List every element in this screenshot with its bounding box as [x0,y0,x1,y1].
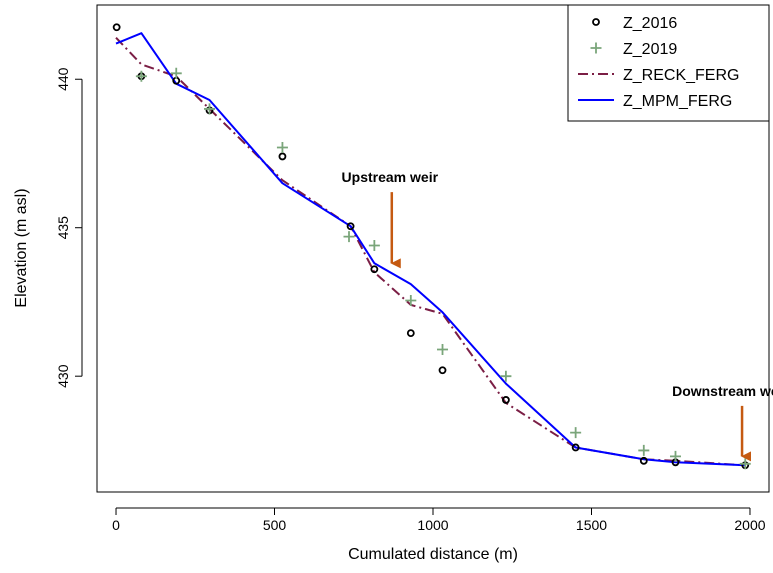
plot-frame [96,4,770,493]
legend-item: Z_2016 [592,15,677,32]
data-point [343,231,355,243]
data-series [112,23,751,470]
x-tick-label: 1500 [576,517,607,533]
y-tick-label: 435 [55,216,71,240]
data-point [135,70,147,82]
data-point [204,103,216,115]
annotations: Upstream weir Downstream weir [342,169,773,462]
data-point [500,370,512,382]
legend-label: Z_MPM_FERG [623,93,732,110]
data-point [739,458,751,470]
x-tick-label: 500 [263,517,287,533]
annotation-label: Upstream weir [342,169,439,185]
y-axis-title: Elevation (m asl) [13,188,30,307]
data-point [368,240,380,252]
data-point [370,265,379,274]
series-line [115,32,746,467]
legend-swatch [590,42,602,54]
data-point [437,343,449,355]
data-point [112,23,121,32]
legend-label: Z_2016 [623,15,677,32]
data-point [638,444,650,456]
y-tick-label: 430 [55,364,71,388]
data-point [346,222,355,231]
annotation-label: Downstream weir [672,383,773,399]
data-point [639,456,648,465]
series-z-2019 [135,67,751,470]
legend-swatch [592,18,600,26]
legend-label: Z_RECK_FERG [623,67,739,84]
data-point [278,152,287,161]
axes: 0 500 1000 1500 2000 430 435 440 [55,67,766,533]
data-point [570,427,582,439]
legend-item: Z_2019 [590,41,677,58]
y-tick-label: 440 [55,67,71,91]
series-z-mpm-ferg [115,32,746,467]
data-point [438,366,447,375]
legend-item: Z_RECK_FERG [578,67,739,84]
data-point [571,443,580,452]
data-point [406,329,415,338]
data-point [276,142,288,154]
data-point [502,396,510,404]
x-tick-label: 1000 [417,517,448,533]
legend-label: Z_2019 [623,41,677,58]
x-axis-title: Cumulated distance (m) [348,546,518,563]
x-tick-label: 0 [112,517,120,533]
data-point [405,294,417,306]
data-point [669,450,681,462]
x-tick-label: 2000 [734,517,765,533]
legend-box [567,4,770,122]
legend: Z_2016 Z_2019 Z_RECK_FERG Z_MPM_FERG [567,4,770,122]
legend-item: Z_MPM_FERG [578,93,732,110]
data-point [170,67,182,79]
